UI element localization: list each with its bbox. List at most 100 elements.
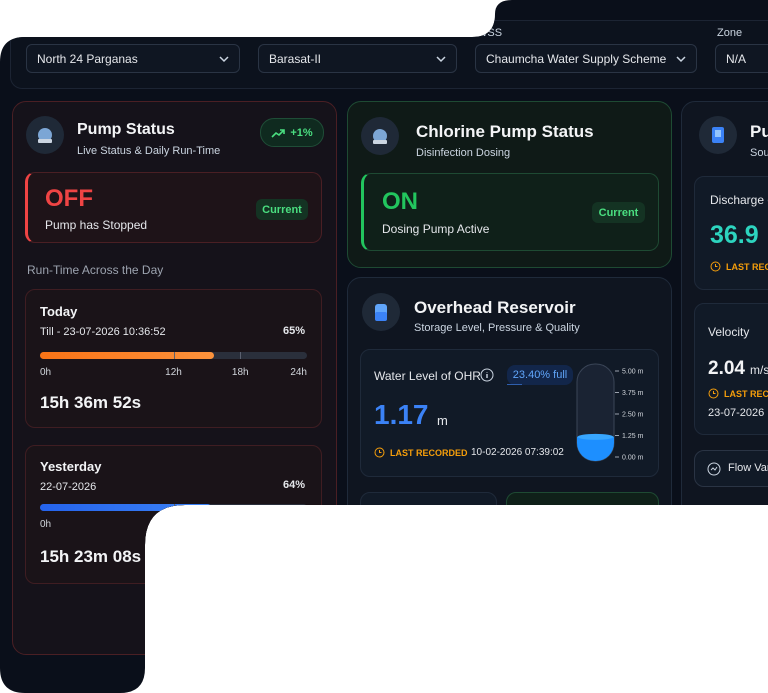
flow-button[interactable]: Flow Var (694, 450, 768, 487)
icon-glyph (707, 124, 729, 146)
day-percent: 65% (282, 325, 305, 337)
sub-box (360, 492, 497, 532)
runtime-fill (40, 504, 211, 511)
tick-mark (240, 352, 241, 359)
icon-glyph (370, 301, 392, 323)
select-value: North 24 Parganas (37, 52, 138, 66)
metric-label: Water Level of OHR (374, 369, 481, 383)
filter-label: Zone (717, 27, 743, 39)
level-unit: m (437, 413, 448, 428)
runtime-fill (40, 352, 214, 359)
icon-glyph (369, 125, 391, 147)
metric-box (694, 176, 768, 290)
fill-indicator (507, 384, 522, 385)
tick-label: 0h (40, 519, 52, 530)
tick-mark (174, 352, 175, 359)
tick-mark (174, 504, 175, 511)
pump-icon (26, 116, 64, 154)
state-value: ON (382, 188, 418, 215)
gauge-icon (707, 462, 721, 476)
status-label: LAST RECO (724, 389, 768, 399)
timestamp: 10-02-2026 07:39:02 (471, 447, 564, 458)
clock-icon (374, 447, 385, 458)
metric-unit: m/s (750, 363, 768, 377)
tank-gauge: 5.00 m 3.75 m 2.50 m 1.25 m 0.00 m (565, 360, 657, 470)
chevron-icon (676, 54, 686, 64)
tick-label: 24h (290, 367, 307, 378)
card-subtitle: Sou (750, 147, 768, 159)
tick-label: 12h (165, 367, 182, 378)
card-subtitle: Disinfection Dosing (416, 147, 511, 159)
state-badge: Current (256, 199, 308, 220)
water-surface (578, 434, 614, 440)
card-subtitle: Storage Level, Pressure & Quality (414, 322, 580, 334)
day-percent: 64% (282, 479, 305, 491)
clock-icon (708, 388, 719, 399)
card-title: Pump Status (77, 121, 175, 138)
day-label: Yesterday (40, 459, 102, 474)
tick-label: 1.25 m (622, 433, 644, 440)
state-text: Pump has Stopped (45, 218, 148, 232)
tick-label: 0h (40, 367, 52, 378)
card-title: Pu (750, 122, 768, 141)
tick-mark (40, 504, 41, 511)
select-value: Barasat-II (269, 52, 322, 66)
state-badge: Current (592, 202, 645, 223)
level-value: 1.17 (374, 399, 429, 430)
filter-label: WSS (477, 27, 503, 39)
day-date: 22-07-2026 (40, 481, 97, 493)
tick-label: 0.00 m (622, 455, 644, 462)
card-title: Chlorine Pump Status (416, 122, 594, 141)
status-label: LAST RECORDED (390, 448, 468, 458)
icon-glyph (34, 124, 56, 146)
trend-icon (271, 128, 285, 138)
district-select[interactable]: North 24 Parganas (26, 44, 240, 73)
tick-mark (307, 352, 308, 359)
tick-label: 5.00 m (622, 369, 644, 376)
info-icon[interactable] (480, 368, 494, 382)
day-duration: 15h 23m 08s (40, 547, 142, 566)
wss-select[interactable]: Chaumcha Water Supply Scheme (475, 44, 697, 73)
metric-label: Velocity (708, 325, 750, 339)
fill-badge: 23.40% full (507, 365, 573, 385)
tick-label: 2.50 m (622, 412, 644, 419)
day-label: Today (40, 304, 78, 319)
metric-box (694, 303, 768, 435)
source-icon (699, 116, 737, 154)
select-value: N/A (726, 52, 747, 66)
chevron-icon (436, 54, 446, 64)
reservoir-icon (362, 293, 400, 331)
tick-label: 3.75 m (622, 390, 644, 397)
block-select[interactable]: Barasat-II (258, 44, 457, 73)
zone-select[interactable]: N/A (715, 44, 768, 73)
section-heading: Run-Time Across the Day (27, 263, 164, 277)
card-title: Overhead Reservoir (414, 298, 576, 317)
status-label: LAST RECO (726, 262, 768, 272)
tick-mark (40, 352, 41, 359)
day-date: Till - 23-07-2026 10:36:52 (40, 326, 166, 338)
water-level (577, 437, 614, 461)
button-label: Flow Var (728, 462, 768, 474)
metric-value: 2.04 (708, 358, 745, 379)
timestamp: 23-07-2026 1 (708, 407, 768, 419)
runtime-track: 0h 12h (40, 504, 307, 511)
tick-label: 12h (165, 519, 182, 530)
card-subtitle: Live Status & Daily Run-Time (77, 145, 221, 157)
metric-value: 36.9 (710, 221, 759, 249)
clock-icon (710, 261, 721, 272)
trend-value: +1% (290, 126, 313, 139)
trend-badge: +1% (260, 118, 324, 147)
chevron-icon (219, 54, 229, 64)
select-value: Chaumcha Water Supply Scheme (486, 52, 667, 66)
runtime-track: 0h 12h 18h 24h (40, 352, 307, 359)
state-value: OFF (45, 185, 93, 212)
metric-label: Discharge c (710, 193, 768, 207)
chlorine-icon (361, 117, 399, 155)
sub-box (506, 492, 659, 532)
tick-label: 18h (231, 367, 249, 378)
day-duration: 15h 36m 52s (40, 393, 142, 412)
state-text: Dosing Pump Active (382, 222, 490, 236)
